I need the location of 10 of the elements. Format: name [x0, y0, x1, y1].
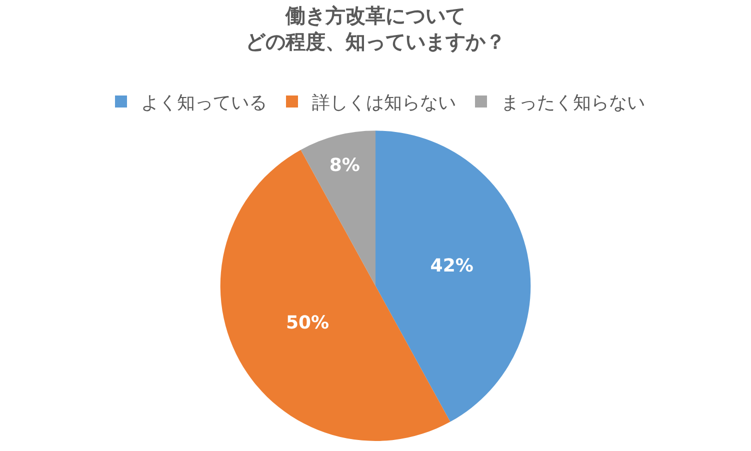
chart-title: 働き方改革について [284, 4, 466, 28]
data-label: 8% [329, 154, 360, 176]
legend-label: まったく知らない [501, 92, 645, 114]
chart-subtitle: どの程度、知っていますか？ [246, 30, 506, 54]
legend-label: 詳しくは知らない [312, 92, 456, 114]
legend-label: よく知っている [141, 92, 267, 114]
pie-slice [300, 130, 376, 286]
data-label: 50% [286, 312, 330, 334]
data-label: 42% [430, 256, 474, 277]
pie-slice [376, 130, 530, 422]
